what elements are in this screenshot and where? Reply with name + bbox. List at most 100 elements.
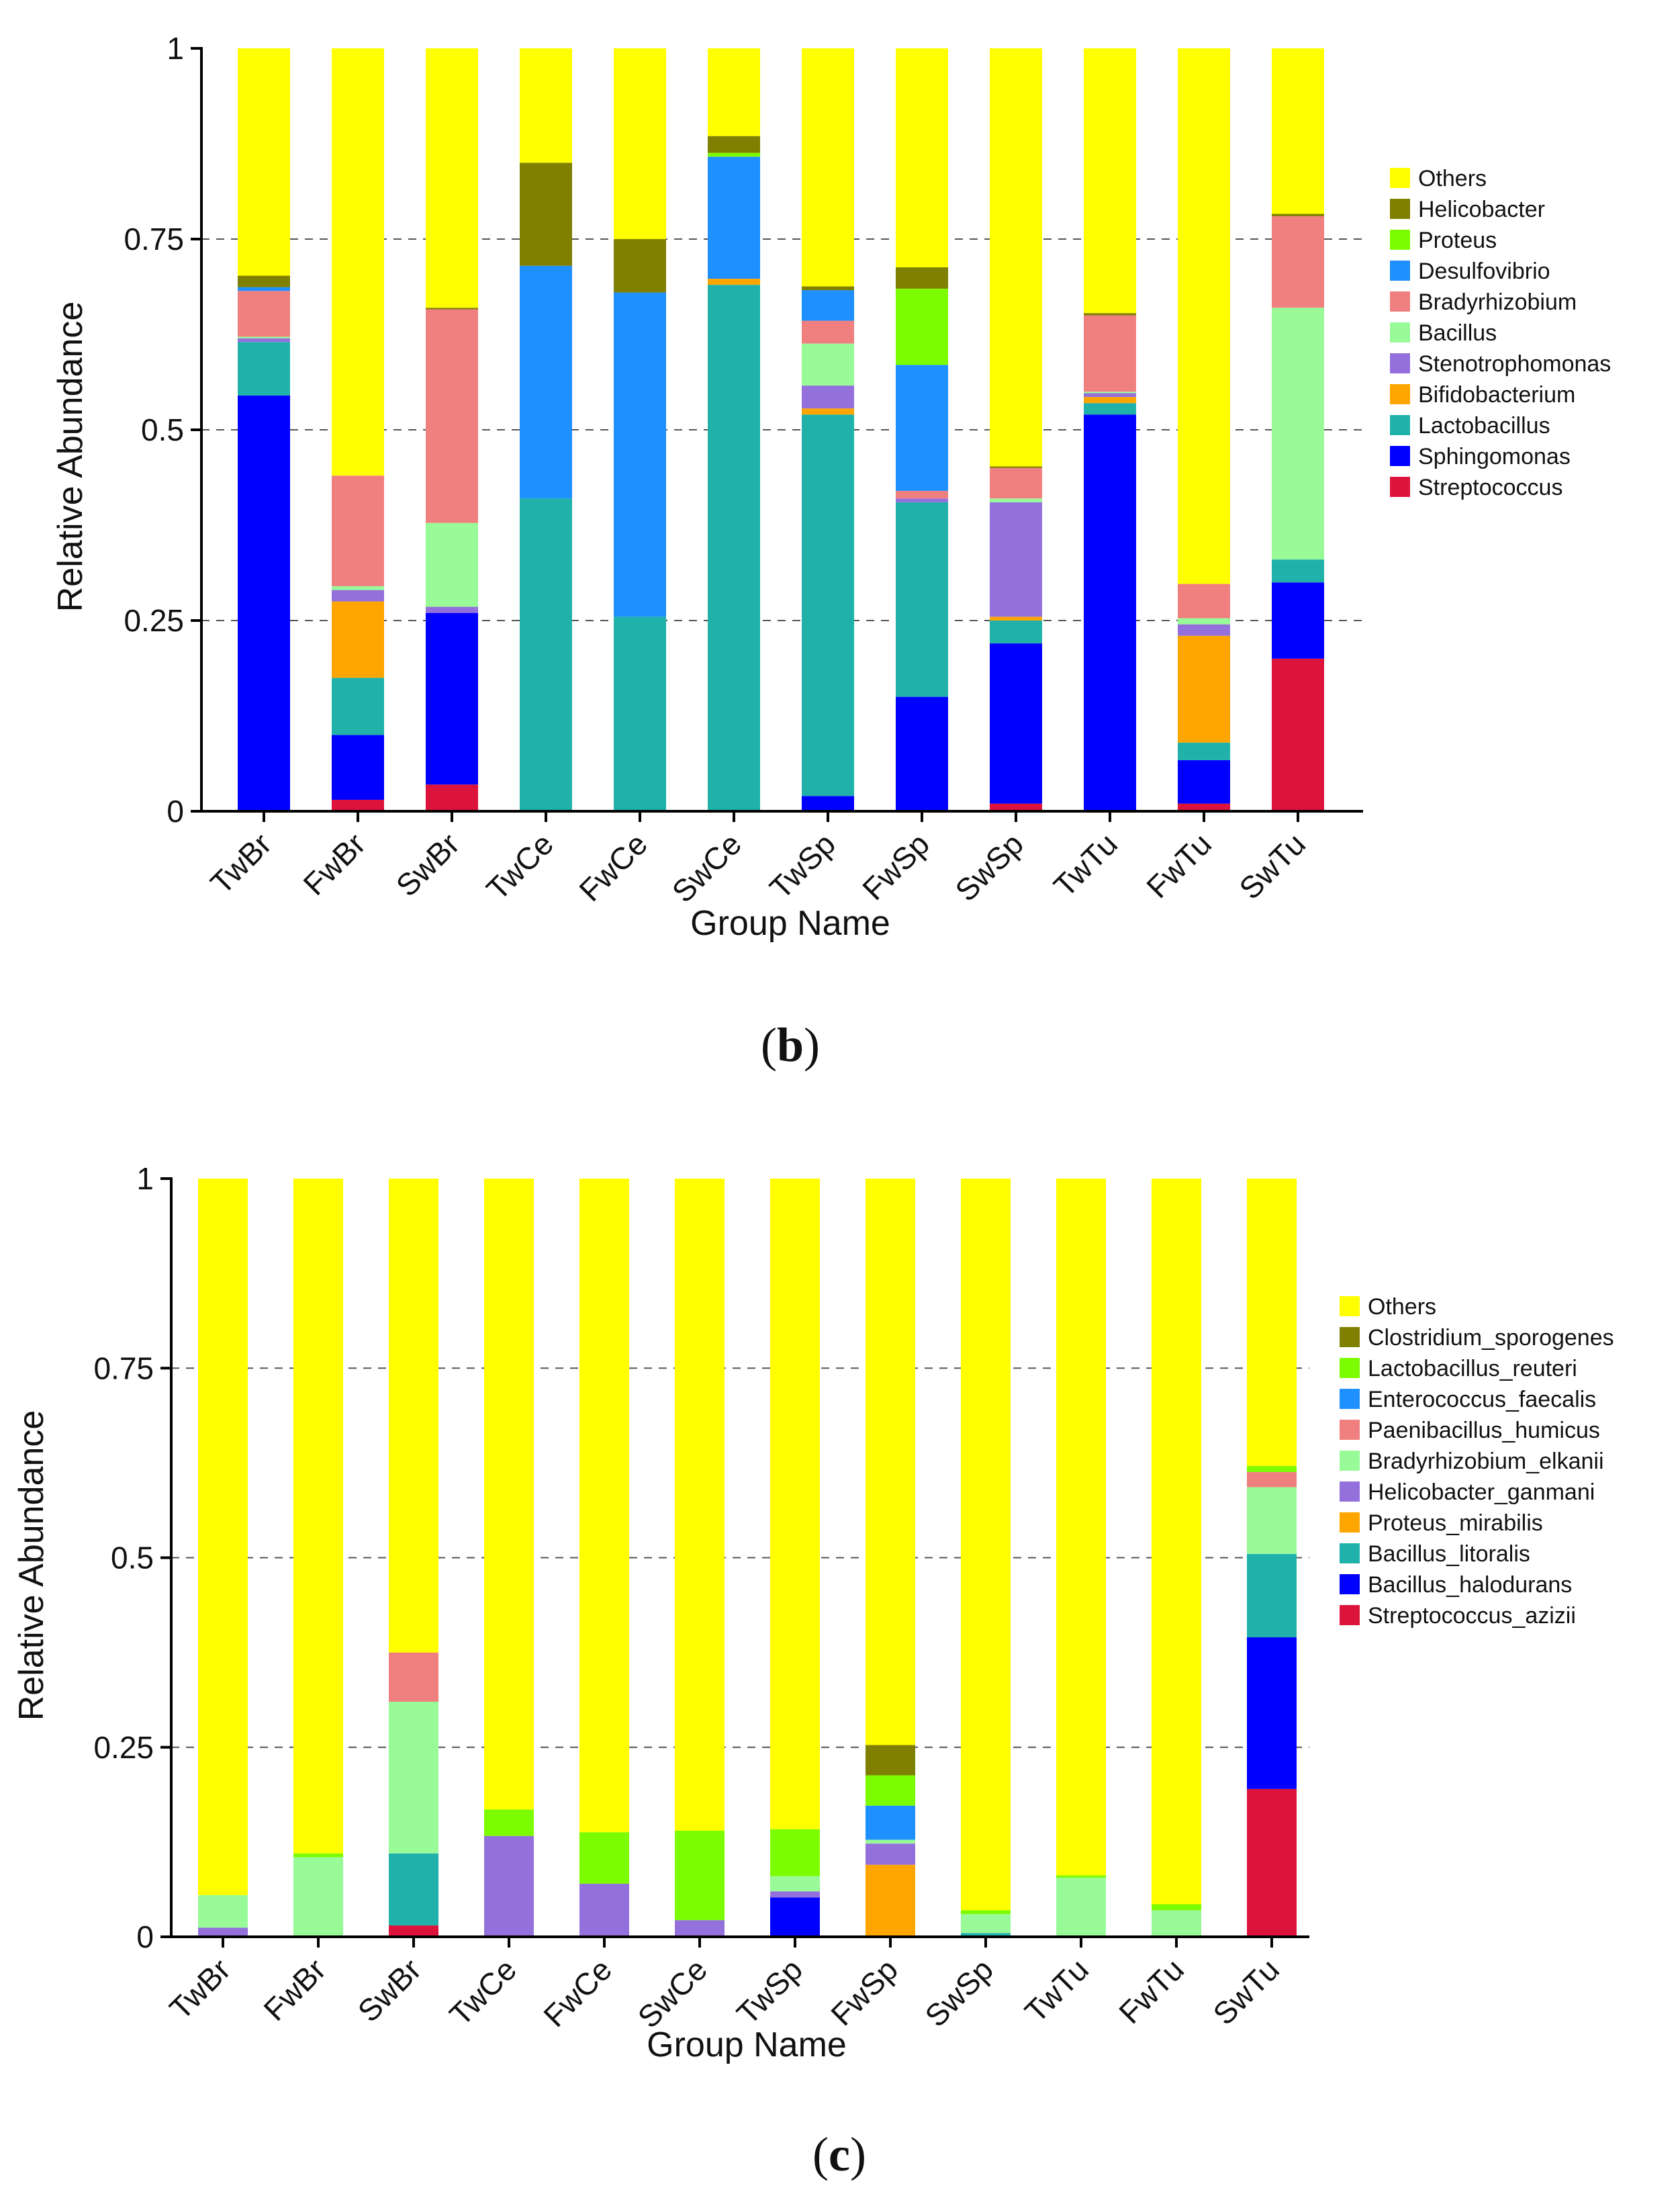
bar-segment (1247, 1788, 1297, 1937)
y-tick-label: 0.5 (111, 1541, 154, 1575)
legend-swatch (1390, 199, 1410, 219)
bar-segment (866, 1864, 915, 1937)
x-tick-label: FwCe (572, 826, 654, 908)
bar-segment (426, 48, 478, 308)
y-tick-label: 0 (136, 1919, 154, 1954)
bar-segment (770, 1897, 820, 1937)
bar-segment (1247, 1637, 1297, 1789)
bar-segment (1178, 618, 1230, 625)
bar-segment (389, 1179, 438, 1653)
bar-segment (1084, 414, 1136, 811)
bar-segment (802, 414, 854, 796)
bar-segment (1178, 584, 1230, 619)
bar-segment (426, 784, 478, 811)
legend-label: Paenibacillus_humicus (1368, 1418, 1600, 1443)
bar-segment (1084, 393, 1136, 398)
bar-segment (426, 309, 478, 523)
bar-segment (1084, 392, 1136, 394)
x-tick-label: TwCe (442, 1952, 523, 2032)
bar-segment (1152, 1910, 1201, 1937)
bar-segment (614, 292, 666, 617)
bar-segment (332, 601, 384, 678)
bar-segment (896, 696, 948, 811)
legend-swatch (1390, 230, 1410, 250)
legend-label: Others (1368, 1294, 1436, 1320)
chart-panel-c: Relative Abundance 0 0.25 0.5 0.75 1 TwBr FwB… (12, 1161, 1614, 2181)
bar-segment (1178, 803, 1230, 811)
bar-segment (770, 1891, 820, 1898)
bar-segment (389, 1853, 438, 1926)
legend-label: Streptococcus_azizii (1368, 1603, 1576, 1629)
bar-segment (961, 1910, 1011, 1915)
bar-segment (770, 1876, 820, 1892)
bar-segment (1247, 1487, 1297, 1554)
bar-segment (708, 285, 760, 811)
y-tick-label: 1 (167, 31, 184, 66)
bar-segment (579, 1832, 629, 1884)
bar-segment (198, 1179, 248, 1895)
y-tick-labels-b: 0 0.25 0.5 0.75 1 (124, 31, 184, 829)
bar-segment (896, 365, 948, 491)
bar-segment (896, 288, 948, 365)
bar-segment (1178, 624, 1230, 636)
bar-segment (389, 1925, 438, 1937)
bar-segment (579, 1883, 629, 1937)
y-tick-label: 0.25 (124, 603, 184, 638)
x-axis-title-b: Group Name (690, 904, 890, 943)
legend-label: Sphingomonas (1418, 444, 1571, 469)
legend-label: Lactobacillus (1418, 413, 1550, 439)
bar-segment (1056, 1877, 1106, 1937)
y-axis-title-b: Relative Abundance (51, 302, 90, 612)
legend-label: Clostridium_sporogenes (1368, 1325, 1614, 1351)
bar-segment (770, 1179, 820, 1829)
legend-label: Desulfovibrio (1418, 259, 1550, 284)
x-tick-label: TwTu (1018, 1952, 1095, 2029)
bar-segment (484, 1835, 534, 1937)
bar-segment (1084, 403, 1136, 415)
x-tick-label: SwBr (351, 1952, 428, 2028)
axes-b (191, 47, 1363, 822)
bar-segment (520, 498, 572, 811)
bar-segment (708, 156, 760, 279)
legend-label: Stenotrophomonas (1418, 351, 1611, 377)
bar-segment (1272, 559, 1324, 583)
x-tick-label: SwCe (665, 826, 749, 909)
legend-label: Bacillus_litoralis (1368, 1541, 1530, 1567)
x-tick-label: SwSp (918, 1952, 1000, 2034)
legend-swatch (1340, 1420, 1360, 1440)
bar-segment (961, 1914, 1011, 1933)
bar-segment (198, 1927, 248, 1937)
legend-swatch (1340, 1481, 1360, 1502)
legend-swatch (1390, 415, 1410, 435)
legend-label: Bifidobacterium (1418, 382, 1575, 408)
bar-segment (866, 1179, 915, 1745)
legend-swatch (1340, 1327, 1360, 1347)
bar-segment (238, 287, 290, 291)
bar-segment (990, 621, 1042, 644)
bar-segment (1272, 216, 1324, 308)
legend-label: Enterococcus_faecalis (1368, 1387, 1596, 1412)
bar-segment (520, 48, 572, 163)
bar-segment (1178, 742, 1230, 760)
bar-segment (332, 475, 384, 586)
legend-label: Streptococcus (1418, 475, 1562, 500)
panel-label-c: (c) (812, 2128, 866, 2181)
bar-segment (238, 291, 290, 337)
bar-segment (293, 1853, 343, 1858)
bar-segment (802, 290, 854, 321)
y-tick-label: 0.75 (124, 222, 184, 257)
bar-segment (866, 1775, 915, 1806)
bar-segment (896, 490, 948, 499)
bar-segment (990, 616, 1042, 621)
y-tick-labels-c: 0 0.25 0.5 0.75 1 (93, 1161, 154, 1954)
legend-swatch (1340, 1296, 1360, 1316)
bar-segment (484, 1809, 534, 1836)
legend-swatch (1390, 261, 1410, 281)
legend-swatch (1340, 1451, 1360, 1471)
legend-label: Lactobacillus_reuteri (1368, 1356, 1577, 1381)
bar-segment (896, 48, 948, 268)
bar-segment (1152, 1904, 1201, 1911)
legend-label: Proteus_mirabilis (1368, 1510, 1543, 1536)
y-tick-label: 0.5 (141, 412, 184, 447)
x-tick-label: TwSp (763, 826, 842, 905)
